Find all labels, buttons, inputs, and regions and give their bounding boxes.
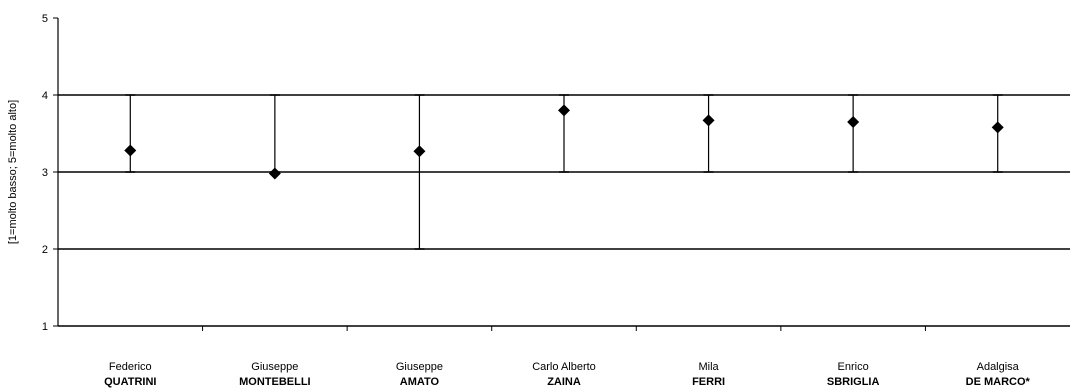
y-tick-label: 5 xyxy=(42,13,48,25)
y-tick-label: 4 xyxy=(42,90,48,102)
category-label-first: Giuseppe xyxy=(251,361,298,373)
category-label-last: SBRIGLIA xyxy=(827,376,880,388)
data-point xyxy=(991,121,1004,134)
axes xyxy=(53,17,1070,331)
category-label-first: Enrico xyxy=(838,361,869,373)
data-point xyxy=(847,115,860,128)
category-label-first: Giuseppe xyxy=(396,361,443,373)
y-tick-label: 3 xyxy=(42,167,48,179)
category-label-first: Federico xyxy=(109,361,152,373)
data-point xyxy=(124,144,137,157)
data-point xyxy=(702,114,715,127)
category-label-last: ZAINA xyxy=(547,376,581,388)
category-label-last: MONTEBELLI xyxy=(239,376,311,388)
data-point xyxy=(558,104,570,117)
category-label-last: FERRI xyxy=(692,376,725,388)
data-point xyxy=(268,167,281,180)
category-label-first: Mila xyxy=(698,361,719,373)
data-points xyxy=(124,104,1004,180)
y-axis-label: [1=molto basso; 5=molto alto] xyxy=(7,100,19,244)
y-tick-label: 1 xyxy=(42,321,48,333)
category-label-first: Carlo Alberto xyxy=(532,361,596,373)
data-point xyxy=(413,145,426,158)
category-labels: Federico QUATRINI Giuseppe MONTEBELLI Giusep… xyxy=(104,361,1030,388)
category-label-last: DE MARCO* xyxy=(966,376,1031,388)
category-label-last: AMATO xyxy=(400,376,440,388)
category-label-first: Adalgisa xyxy=(977,361,1020,373)
y-tick-label: 2 xyxy=(42,244,48,256)
category-label-last: QUATRINI xyxy=(104,376,156,388)
y-tick-labels: 1 2 3 4 5 xyxy=(42,13,48,333)
